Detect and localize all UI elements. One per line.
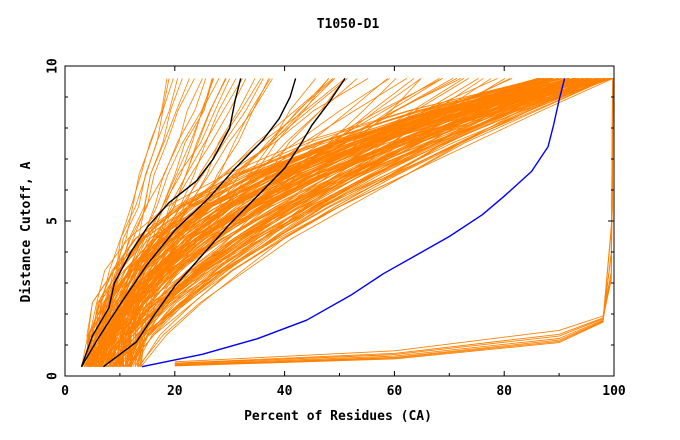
model-curve [130,78,576,367]
y-axis-ticks: 0 5 10 [46,58,614,380]
model-curve [126,78,609,367]
model-curve [120,78,579,367]
model-curve [134,78,587,367]
model-curve [119,78,549,367]
x-axis-label: Percent of Residues (CA) [244,409,432,424]
x-tick-label: 0 [61,384,69,399]
x-axis-ticks: 0 20 40 60 80 100 [61,66,626,399]
y-axis-label: Distance Cutoff, A [19,161,34,302]
model-curve [138,78,545,367]
y-tick-label: 5 [46,217,61,225]
model-curve [95,78,589,367]
model-curve [104,78,568,367]
model-curve [127,78,613,367]
chart-title: T1050-D1 [317,17,380,32]
y-tick-label: 10 [46,58,61,74]
highlighted-curve [80,78,297,368]
model-curve [119,78,606,367]
model-curve [120,78,583,367]
model-curve [91,78,243,367]
best-curve [141,78,566,368]
x-tick-label: 20 [167,384,183,399]
model-curve [117,78,599,367]
model-curve [89,78,543,367]
model-curve [131,78,542,367]
model-curve [97,78,397,367]
model-curve [130,78,599,367]
model-curve [100,78,611,367]
model-curve [95,78,585,367]
model-curve [86,78,539,367]
model-curve [103,78,592,367]
model-curve [129,78,579,367]
model-curve [84,78,203,367]
model-curve [138,78,577,367]
x-tick-label: 100 [602,384,626,399]
model-curve [120,78,545,367]
model-curve [93,78,608,367]
model-curve [110,78,580,367]
model-curve [83,78,462,367]
model-curve [105,78,587,367]
x-tick-label: 40 [277,384,293,399]
model-curve [113,78,559,367]
y-tick-label: 0 [46,372,61,380]
highlighted-curve [102,78,346,368]
model-curve [88,78,569,367]
x-tick-label: 80 [496,384,512,399]
plot-area [80,78,614,368]
highlighted-curve [80,78,242,367]
model-curve-low [174,78,614,364]
model-curve [115,78,541,367]
model-curve-low [174,78,614,363]
model-curve [127,78,552,367]
x-tick-label: 60 [387,384,403,399]
model-curve [95,78,540,367]
model-curve [139,78,601,367]
